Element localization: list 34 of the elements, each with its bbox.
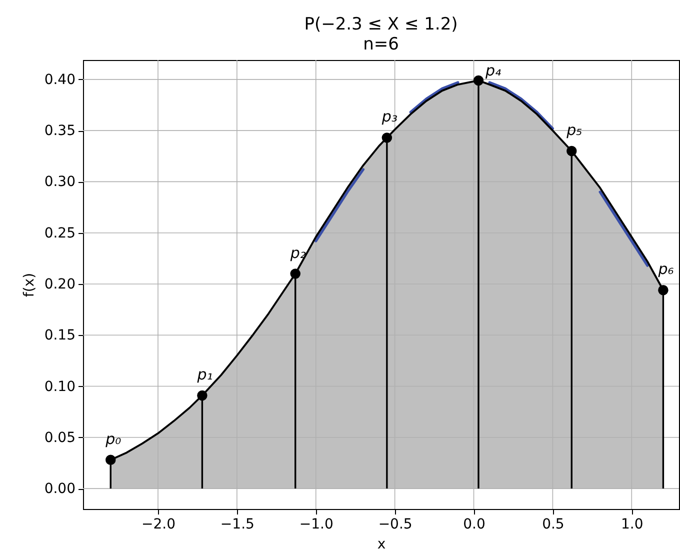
point bbox=[106, 454, 116, 466]
annotation: p₁ bbox=[196, 365, 213, 384]
y-tick-label: 0.20 bbox=[44, 276, 76, 292]
x-tick-label: −1.0 bbox=[299, 516, 334, 532]
x-tick-label: −0.5 bbox=[378, 516, 412, 532]
y-tick-label: 0.05 bbox=[44, 430, 76, 446]
point bbox=[197, 390, 208, 401]
x-tick-label: 1.0 bbox=[621, 516, 644, 532]
x-axis-title: x bbox=[377, 536, 386, 552]
point bbox=[473, 75, 484, 86]
annotation: p₂ bbox=[289, 244, 306, 262]
y-tick-label: 0.15 bbox=[44, 328, 76, 344]
y-tick-label: 0.30 bbox=[44, 174, 76, 190]
annotation: p₃ bbox=[380, 108, 398, 126]
x-tick-label: 0.0 bbox=[463, 516, 486, 532]
x-tick-label: 0.5 bbox=[542, 516, 564, 532]
y-tick-label: 0.10 bbox=[44, 378, 76, 395]
y-tick-label: 0.40 bbox=[44, 72, 76, 88]
annotation: p₅ bbox=[566, 121, 582, 140]
annotation: p₀ bbox=[104, 430, 122, 448]
x-tick-label: −2.0 bbox=[141, 516, 176, 532]
y-axis-title: f(x) bbox=[21, 272, 38, 298]
point bbox=[566, 146, 577, 156]
point bbox=[658, 285, 668, 296]
annotation: p₆ bbox=[657, 260, 674, 278]
point bbox=[382, 132, 392, 143]
chart-title: P(−2.3 ≤ X ≤ 1.2) bbox=[304, 14, 458, 35]
x-tick-label: −1.5 bbox=[220, 516, 254, 532]
y-tick-label: 0.35 bbox=[44, 123, 76, 140]
chart-subtitle: n=6 bbox=[363, 34, 399, 55]
point bbox=[290, 268, 300, 279]
annotation: p₄ bbox=[484, 61, 502, 80]
y-tick-label: 0.00 bbox=[44, 481, 76, 498]
y-tick-label: 0.25 bbox=[44, 225, 76, 242]
